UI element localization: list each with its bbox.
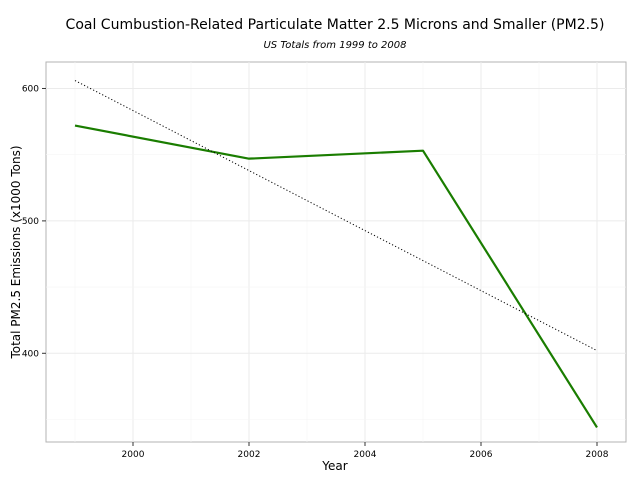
y-tick-label: 600: [22, 84, 39, 94]
y-axis-title: Total PM2.5 Emissions (x1000 Tons): [9, 145, 23, 359]
series-layer: [74, 80, 598, 429]
x-tick-label: 2000: [122, 450, 145, 460]
chart-title: Coal Cumbustion-Related Particulate Matt…: [66, 17, 605, 33]
chart-subtitle: US Totals from 1999 to 2008: [263, 40, 406, 51]
x-tick-label: 2006: [470, 450, 493, 460]
y-axis-ticks: 400 500 600: [22, 84, 46, 359]
emissions-line: [74, 124, 598, 429]
y-tick-label: 400: [22, 349, 39, 359]
trend-line: [74, 80, 598, 352]
x-tick-label: 2008: [586, 450, 609, 460]
x-axis-ticks: 2000 2002 2004 2006 2008: [122, 442, 609, 460]
x-axis-title: Year: [321, 459, 347, 473]
x-tick-label: 2002: [238, 450, 261, 460]
x-tick-label: 2004: [354, 450, 377, 460]
y-tick-label: 500: [22, 217, 39, 227]
plot-panel: [45, 61, 627, 443]
